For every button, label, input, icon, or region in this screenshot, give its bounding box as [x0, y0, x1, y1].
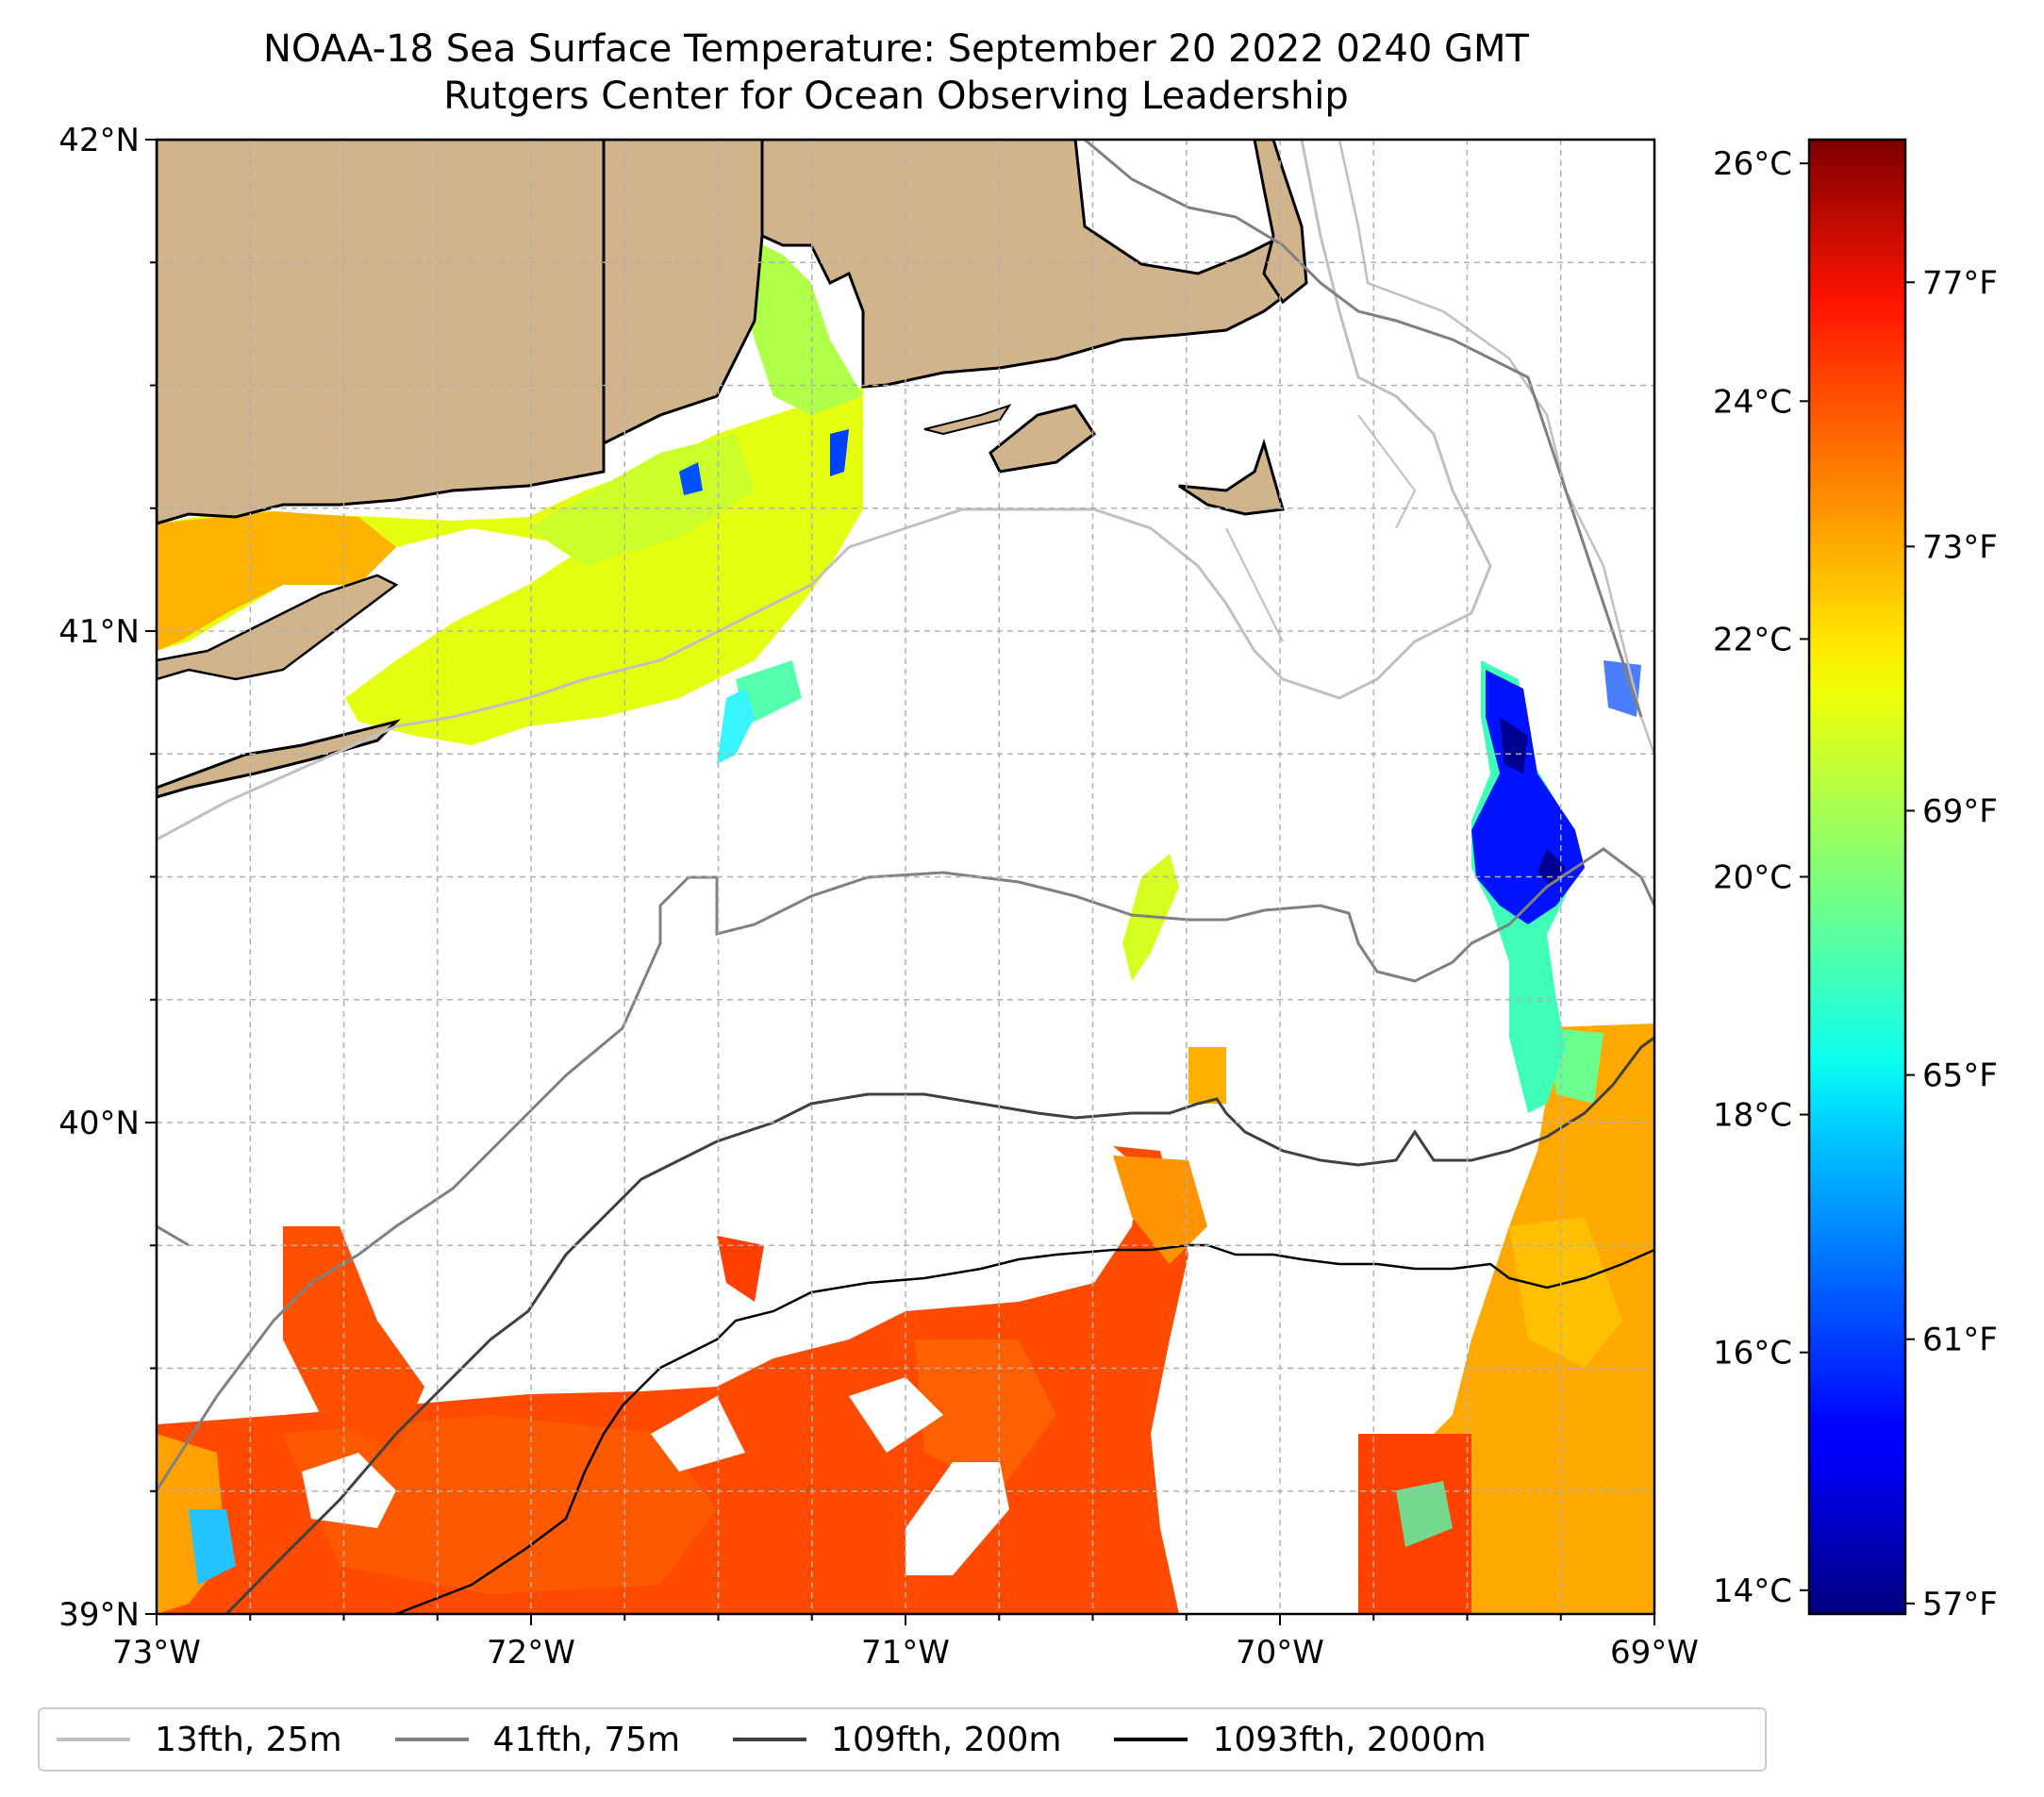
map-title: NOAA-18 Sea Surface Temperature: Septemb… [263, 27, 1529, 71]
fahrenheit-tick-label: 61°F [1922, 1322, 1998, 1359]
celsius-tick-label: 14°C [1713, 1572, 1792, 1610]
lon-tick-label: 73°W [112, 1634, 201, 1672]
sst-patch [717, 689, 755, 764]
legend-label: 109fth, 200m [831, 1720, 1062, 1759]
celsius-tick-label: 26°C [1713, 145, 1792, 183]
legend-label: 1093fth, 2000m [1212, 1720, 1487, 1759]
fahrenheit-tick-label: 57°F [1922, 1586, 1998, 1623]
fahrenheit-tick-label: 73°F [1922, 528, 1998, 566]
legend-label: 13fth, 25m [155, 1720, 342, 1759]
lat-tick-label: 39°N [58, 1596, 140, 1634]
celsius-tick-label: 24°C [1713, 383, 1792, 421]
lon-tick-label: 72°W [487, 1634, 575, 1672]
isobath-200m [224, 1036, 1654, 1614]
colorbar: 26°C 24°C 22°C 20°C 18°C 16°C 14°C 77°F 73°F 69°F… [1713, 138, 1998, 1623]
colorbar-gradient [1807, 138, 1907, 1616]
gridlines [157, 140, 1654, 1614]
lat-tick-label: 42°N [58, 122, 140, 159]
fahrenheit-tick-label: 65°F [1922, 1057, 1998, 1095]
sst-warm-region [157, 1146, 1207, 1614]
isobath-2000m [395, 1243, 1654, 1614]
isobaths [157, 140, 1654, 1614]
sst-orange-region [1358, 1023, 1654, 1614]
map-axes: 73°W 72°W 71°W 70°W 69°W 42°N 41°N 40°N 39°N [58, 122, 1699, 1672]
legend-item-200m: 109fth, 200m [733, 1721, 1061, 1759]
sst-sound-region [157, 236, 863, 745]
fahrenheit-tick-label: 69°F [1922, 792, 1998, 830]
lat-tick-label: 40°N [58, 1105, 140, 1142]
legend-item-2000m: 1093fth, 2000m [1114, 1720, 1487, 1759]
celsius-tick-label: 20°C [1713, 859, 1792, 897]
celsius-tick-label: 18°C [1713, 1097, 1792, 1135]
map-panel [157, 140, 1654, 1614]
legend-swatch [57, 1738, 130, 1741]
legend-swatch [394, 1738, 469, 1741]
legend-label: 41fth, 75m [492, 1720, 681, 1759]
isobath-legend: 13fth, 25m 41fth, 75m 109fth, 200m 1093f… [38, 1707, 1767, 1772]
map-figure: 73°W 72°W 71°W 70°W 69°W 42°N 41°N 40°N 39°N 26°… [58, 122, 1998, 1672]
isobath-25m [157, 140, 1492, 841]
lon-tick-label: 70°W [1236, 1634, 1324, 1672]
legend-item-25m: 13fth, 25m [57, 1721, 342, 1759]
legend-swatch [733, 1738, 807, 1741]
lat-tick-label: 41°N [58, 613, 140, 651]
sst-patch [1188, 1047, 1226, 1104]
celsius-tick-label: 22°C [1713, 621, 1792, 658]
legend-item-75m: 41fth, 75m [394, 1720, 681, 1759]
celsius-tick-label: 16°C [1713, 1335, 1792, 1373]
legend-swatch [1114, 1738, 1188, 1741]
lon-tick-label: 69°W [1610, 1634, 1699, 1672]
map-subtitle: Rutgers Center for Ocean Observing Leade… [443, 75, 1349, 118]
fahrenheit-tick-label: 77°F [1922, 264, 1998, 302]
lon-tick-label: 71°W [861, 1634, 950, 1672]
